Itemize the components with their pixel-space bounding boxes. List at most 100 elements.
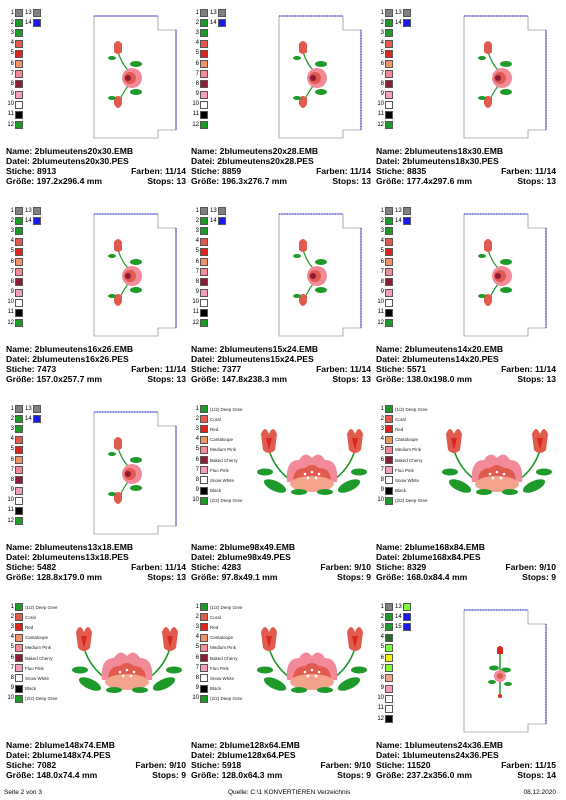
stops-label: Stops:	[332, 374, 360, 384]
swatch-color	[200, 90, 208, 99]
swatch-row: 4	[6, 39, 66, 49]
color-count: 11/14	[349, 364, 371, 374]
stop-count: 13	[361, 176, 371, 186]
color-count: 9/10	[539, 562, 556, 572]
swatch-number: 10	[192, 299, 199, 306]
swatch-color	[15, 308, 23, 317]
swatch-color	[200, 80, 208, 89]
swatch-row: 5	[191, 247, 251, 257]
stitches-label: Stiche:	[191, 364, 220, 374]
swatch-number: 1	[380, 603, 384, 610]
design-preview: 1 13 2 14 3 4 5 6 7 8 9 10 11 12	[6, 206, 186, 344]
swatch-row: 9 Black	[191, 684, 251, 694]
design-name: 2blume168x84.EMB	[404, 542, 485, 552]
swatch-color	[402, 623, 411, 632]
colors-label: Farben:	[505, 562, 537, 572]
swatch-row: 9 Black	[191, 486, 251, 496]
swatch-color	[15, 217, 23, 226]
swatch-color	[200, 319, 208, 328]
swatch-row: 9	[376, 288, 436, 298]
swatch-row: 4	[376, 237, 436, 247]
file-label: Datei:	[191, 552, 215, 562]
swatch-color	[200, 100, 208, 109]
swatch-color	[200, 476, 208, 485]
design-name: 2blumeutens20x30.EMB	[34, 146, 134, 156]
swatch-row: 4	[191, 237, 251, 247]
swatch-row: 7	[191, 267, 251, 277]
file-label: Datei:	[376, 354, 400, 364]
size-label: Größe:	[191, 770, 220, 780]
swatch-number: 9	[10, 685, 14, 692]
swatch-number: 4	[195, 436, 199, 443]
design-file: 2blumeutens14x20.PES	[402, 354, 499, 364]
stitch-count: 8329	[407, 562, 427, 572]
swatch-name: Fluo Pink	[210, 467, 229, 473]
swatch-color	[385, 415, 393, 424]
stitches-label: Stiche:	[6, 760, 35, 770]
swatch-color	[200, 298, 208, 307]
swatch-row: 1 (1/2) Deep Gree	[6, 602, 66, 612]
swatch-number: 10	[377, 695, 384, 702]
colors-label: Farben:	[501, 166, 533, 176]
swatch-color	[385, 704, 393, 713]
swatch-row: 7	[6, 465, 66, 475]
swatch-row: 3	[6, 28, 66, 38]
file-label: Datei:	[191, 354, 215, 364]
swatch-number: 4	[380, 634, 384, 641]
file-label: Datei:	[376, 552, 400, 562]
swatch-color	[15, 268, 23, 277]
design-info: Name: 2blume168x84.EMB Datei: 2blume168x8…	[376, 542, 556, 582]
swatch-row: 7	[376, 267, 436, 277]
design-info: Name: 2blumeutens13x18.EMB Datei: 2blumeu…	[6, 542, 186, 582]
swatch-row: 3 15	[376, 622, 436, 632]
swatch-number: 5	[195, 644, 199, 651]
swatch-color	[402, 217, 411, 226]
swatch-row: 6	[191, 59, 251, 69]
swatch-number: 8	[10, 278, 14, 285]
swatch-number: 14	[210, 20, 217, 27]
stops-label: Stops:	[147, 374, 175, 384]
swatch-color	[15, 674, 23, 683]
design-info: Name: 2blumeutens20x28.EMB Datei: 2blumeu…	[191, 146, 371, 186]
swatch-number: 14	[395, 218, 402, 225]
swatch-color	[385, 247, 393, 256]
file-label: Datei:	[376, 156, 400, 166]
swatch-row: 6 Baked Cherry	[6, 653, 66, 663]
swatch-number: 1	[10, 9, 14, 16]
swatch-row: 1 (1/2) Deep Gree	[376, 404, 436, 414]
swatch-row: 3 Red	[191, 622, 251, 632]
swatch-number: 10	[192, 497, 199, 504]
swatch-row: 2 14	[6, 216, 66, 226]
swatch-color	[385, 308, 393, 317]
swatch-color	[385, 715, 393, 724]
swatch-number: 4	[380, 40, 384, 47]
swatch-color	[217, 217, 226, 226]
colors-label: Farben:	[131, 562, 163, 572]
swatch-row: 8	[376, 79, 436, 89]
swatch-color	[15, 121, 23, 130]
swatch-row: 5 Medium Pink	[376, 445, 436, 455]
swatch-row: 9	[6, 90, 66, 100]
design-info: Name: 2blumeutens14x20.EMB Datei: 2blumeu…	[376, 344, 556, 384]
swatch-color	[200, 496, 208, 505]
swatch-color	[32, 9, 41, 18]
stitch-count: 7473	[37, 364, 57, 374]
swatch-row: 4 Cantaloupe	[376, 435, 436, 445]
stop-count: 13	[176, 176, 186, 186]
swatch-name: Snow White	[210, 675, 235, 681]
swatch-name: Red	[395, 426, 404, 432]
name-label: Name:	[376, 740, 403, 750]
swatch-name: Fluo Pink	[210, 665, 229, 671]
swatch-number: 2	[380, 613, 384, 620]
swatch-row: 7 Fluo Pink	[191, 663, 251, 673]
swatch-color	[385, 623, 393, 632]
design-name: 2blumeutens16x26.EMB	[34, 344, 134, 354]
design-file: 2blumeutens15x24.PES	[217, 354, 314, 364]
swatch-color	[385, 435, 393, 444]
swatch-row: 11	[376, 308, 436, 318]
swatch-row: 2 Coral	[191, 612, 251, 622]
size-label: Größe:	[191, 176, 220, 186]
swatch-number: 3	[195, 425, 199, 432]
file-label: Datei:	[6, 156, 30, 166]
swatch-color	[385, 217, 393, 226]
